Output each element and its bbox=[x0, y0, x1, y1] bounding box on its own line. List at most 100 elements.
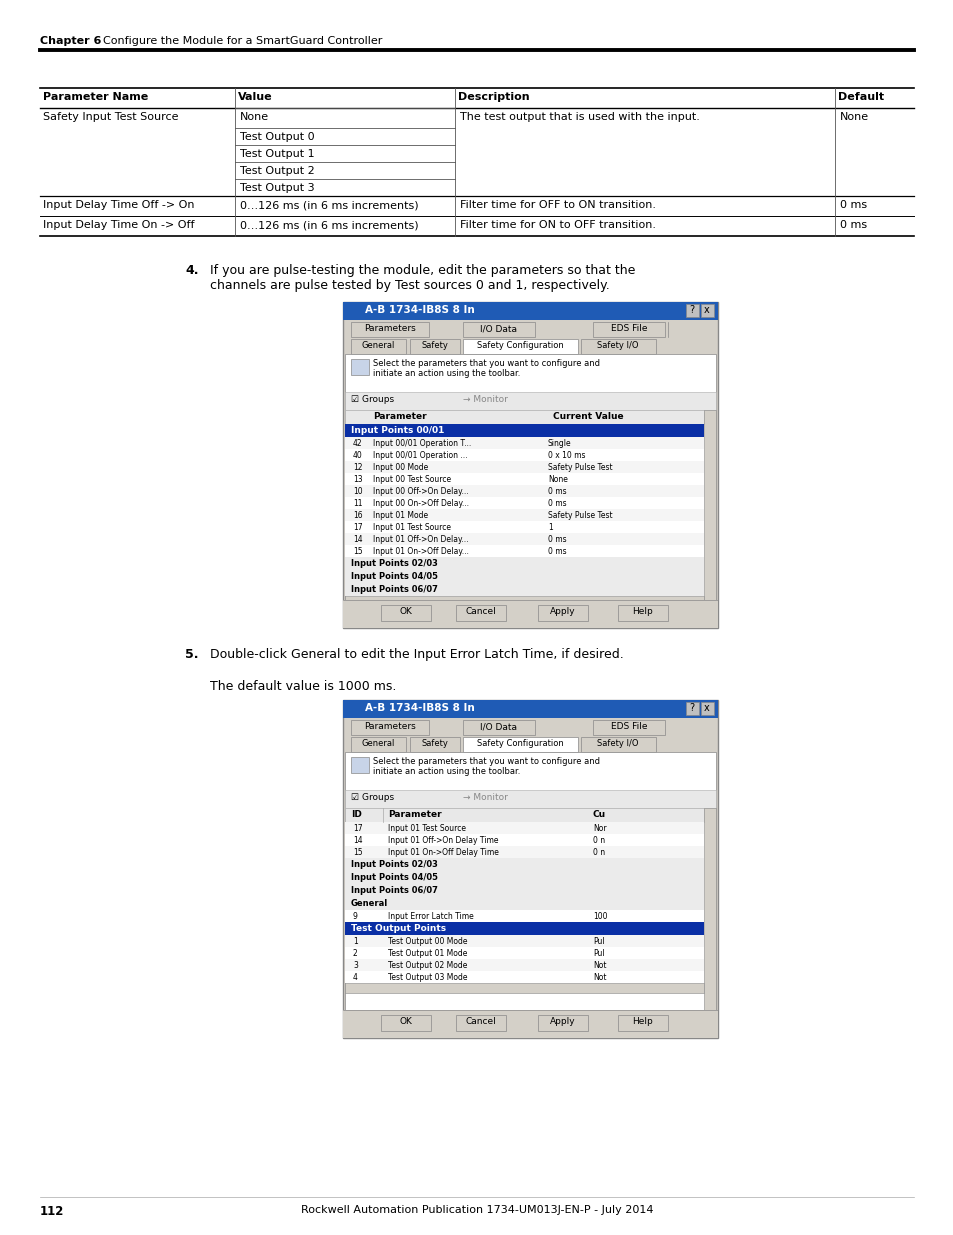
Text: 17: 17 bbox=[353, 824, 362, 832]
Bar bbox=[345, 391, 716, 410]
Text: 14: 14 bbox=[353, 836, 362, 845]
Text: Input 00 Off->On Delay...: Input 00 Off->On Delay... bbox=[373, 487, 468, 496]
Bar bbox=[345, 897, 703, 910]
Text: None: None bbox=[547, 475, 567, 484]
Bar bbox=[456, 1015, 505, 1031]
Text: Test Output Points: Test Output Points bbox=[351, 924, 446, 932]
Text: 14: 14 bbox=[353, 535, 362, 543]
Text: 12: 12 bbox=[353, 463, 362, 472]
Bar bbox=[580, 338, 656, 354]
Bar bbox=[351, 720, 429, 735]
Bar bbox=[462, 720, 535, 735]
Text: Apply: Apply bbox=[550, 606, 576, 616]
Text: Apply: Apply bbox=[550, 1016, 576, 1026]
Text: 40: 40 bbox=[353, 451, 362, 459]
Bar bbox=[345, 597, 703, 606]
Bar bbox=[345, 846, 703, 858]
Text: ?: ? bbox=[688, 703, 694, 713]
Text: Double-click General to edit the Input Error Latch Time, if desired.: Double-click General to edit the Input E… bbox=[210, 648, 623, 661]
Text: ID: ID bbox=[351, 810, 361, 819]
Text: Input Points 00/01: Input Points 00/01 bbox=[351, 426, 444, 435]
Bar bbox=[345, 983, 703, 993]
Text: Description: Description bbox=[457, 91, 529, 103]
Text: x: x bbox=[703, 703, 709, 713]
Text: Input 01 Test Source: Input 01 Test Source bbox=[373, 522, 451, 532]
Bar bbox=[351, 322, 429, 337]
Text: Pul: Pul bbox=[593, 937, 604, 946]
Text: x: x bbox=[703, 305, 709, 315]
Bar bbox=[380, 1015, 431, 1031]
Text: Cancel: Cancel bbox=[465, 606, 496, 616]
Text: Select the parameters that you want to configure and: Select the parameters that you want to c… bbox=[373, 757, 599, 766]
Bar bbox=[618, 605, 667, 621]
Text: General: General bbox=[361, 739, 395, 748]
Text: Parameter: Parameter bbox=[373, 412, 426, 421]
Text: channels are pulse tested by Test sources 0 and 1, respectively.: channels are pulse tested by Test source… bbox=[210, 279, 609, 291]
Text: OK: OK bbox=[399, 606, 412, 616]
Text: 15: 15 bbox=[353, 547, 362, 556]
Bar bbox=[700, 304, 713, 317]
Text: Input Points 02/03: Input Points 02/03 bbox=[351, 559, 437, 568]
Bar bbox=[345, 509, 703, 521]
Bar bbox=[345, 971, 703, 983]
Text: Single: Single bbox=[547, 438, 571, 448]
Text: → Monitor: → Monitor bbox=[462, 395, 507, 404]
Bar bbox=[537, 605, 587, 621]
Text: Default: Default bbox=[837, 91, 883, 103]
Bar bbox=[343, 303, 718, 320]
Bar bbox=[345, 871, 703, 884]
Text: Value: Value bbox=[237, 91, 273, 103]
Text: 3: 3 bbox=[353, 961, 357, 969]
Text: 2: 2 bbox=[353, 948, 357, 958]
Text: Input 00 Test Source: Input 00 Test Source bbox=[373, 475, 451, 484]
Text: Pul: Pul bbox=[593, 948, 604, 958]
Text: Current Value: Current Value bbox=[553, 412, 623, 421]
Text: ☑ Groups: ☑ Groups bbox=[351, 793, 394, 802]
Bar bbox=[343, 1010, 718, 1037]
Text: Input Points 04/05: Input Points 04/05 bbox=[351, 873, 437, 882]
Text: Input 00/01 Operation T...: Input 00/01 Operation T... bbox=[373, 438, 471, 448]
Text: 0…126 ms (in 6 ms increments): 0…126 ms (in 6 ms increments) bbox=[240, 220, 418, 230]
Bar bbox=[345, 752, 716, 1010]
Text: Input 00 On->Off Delay...: Input 00 On->Off Delay... bbox=[373, 499, 469, 508]
Bar bbox=[618, 1015, 667, 1031]
Bar bbox=[700, 701, 713, 715]
Bar bbox=[345, 437, 703, 450]
Text: Rockwell Automation Publication 1734-UM013J-EN-P - July 2014: Rockwell Automation Publication 1734-UM0… bbox=[300, 1205, 653, 1215]
Bar bbox=[456, 605, 505, 621]
Text: Input Points 06/07: Input Points 06/07 bbox=[351, 585, 437, 594]
Text: Cu: Cu bbox=[593, 810, 605, 819]
Text: Input 01 On->Off Delay...: Input 01 On->Off Delay... bbox=[373, 547, 468, 556]
Text: If you are pulse-testing the module, edit the parameters so that the: If you are pulse-testing the module, edi… bbox=[210, 264, 635, 277]
Bar bbox=[345, 450, 703, 461]
Bar bbox=[343, 700, 718, 1037]
Text: Safety Input Test Source: Safety Input Test Source bbox=[43, 112, 178, 122]
Text: Input Delay Time On -> Off: Input Delay Time On -> Off bbox=[43, 220, 194, 230]
Bar bbox=[593, 322, 664, 337]
Text: 0 x 10 ms: 0 x 10 ms bbox=[547, 451, 585, 459]
Text: Input Points 02/03: Input Points 02/03 bbox=[351, 860, 437, 869]
Text: 0 ms: 0 ms bbox=[840, 200, 866, 210]
Text: 0 ms: 0 ms bbox=[547, 499, 566, 508]
Text: Safety Configuration: Safety Configuration bbox=[476, 739, 563, 748]
Text: Safety Pulse Test: Safety Pulse Test bbox=[547, 511, 612, 520]
Text: Parameter Name: Parameter Name bbox=[43, 91, 148, 103]
Text: Safety: Safety bbox=[421, 341, 448, 350]
Text: 0 ms: 0 ms bbox=[547, 547, 566, 556]
Bar bbox=[345, 834, 703, 846]
Bar bbox=[343, 700, 718, 718]
Text: Input 01 Test Source: Input 01 Test Source bbox=[388, 824, 465, 832]
Text: ☑ Groups: ☑ Groups bbox=[351, 395, 394, 404]
Text: 1: 1 bbox=[353, 937, 357, 946]
Bar bbox=[345, 461, 703, 473]
Text: Input 01 Off->On Delay Time: Input 01 Off->On Delay Time bbox=[388, 836, 498, 845]
Text: I/O Data: I/O Data bbox=[480, 722, 517, 731]
Text: Parameter: Parameter bbox=[388, 810, 441, 819]
Text: initiate an action using the toolbar.: initiate an action using the toolbar. bbox=[373, 369, 519, 378]
Text: The test output that is used with the input.: The test output that is used with the in… bbox=[459, 112, 700, 122]
Text: 4.: 4. bbox=[185, 264, 198, 277]
Text: 0 n: 0 n bbox=[593, 836, 604, 845]
Text: General: General bbox=[351, 899, 388, 908]
Text: Safety Configuration: Safety Configuration bbox=[476, 341, 563, 350]
Bar bbox=[685, 701, 699, 715]
